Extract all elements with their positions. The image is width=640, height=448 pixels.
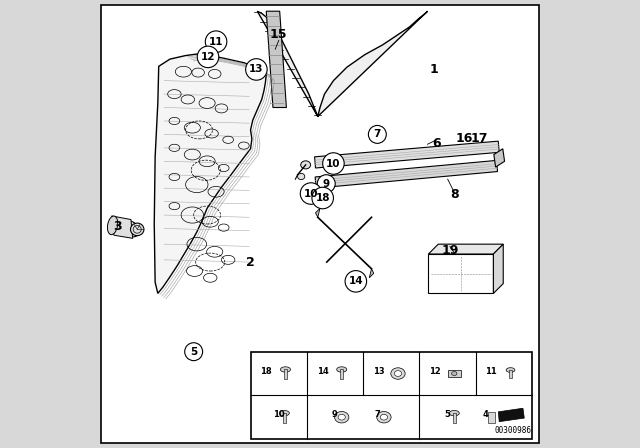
Bar [509, 370, 512, 378]
Text: 3: 3 [113, 220, 122, 233]
Text: 12: 12 [201, 52, 215, 62]
Bar [428, 254, 493, 293]
Polygon shape [316, 208, 320, 217]
Bar [283, 413, 286, 422]
Text: 00300986: 00300986 [494, 426, 531, 435]
Ellipse shape [338, 414, 346, 420]
Circle shape [345, 271, 367, 292]
Text: 13: 13 [249, 65, 264, 74]
Bar [488, 412, 495, 422]
Circle shape [246, 59, 267, 80]
Text: 18: 18 [316, 193, 330, 203]
Bar [284, 370, 287, 379]
Text: 4: 4 [483, 410, 489, 419]
Ellipse shape [380, 414, 387, 420]
Ellipse shape [391, 368, 405, 379]
Circle shape [197, 46, 219, 68]
Bar [340, 370, 344, 379]
Ellipse shape [506, 368, 515, 372]
Text: 18: 18 [260, 367, 272, 376]
Text: 10: 10 [273, 410, 285, 419]
Polygon shape [494, 149, 504, 167]
Circle shape [205, 31, 227, 52]
Text: 10: 10 [326, 159, 340, 168]
Polygon shape [493, 244, 503, 293]
Polygon shape [154, 54, 266, 293]
Polygon shape [315, 160, 497, 188]
Text: 6: 6 [432, 137, 441, 150]
Circle shape [317, 175, 335, 193]
Ellipse shape [131, 223, 144, 236]
Text: 9: 9 [323, 179, 330, 189]
Text: 19: 19 [441, 244, 459, 258]
Polygon shape [315, 141, 499, 168]
Bar [447, 370, 461, 377]
Text: 12: 12 [429, 367, 441, 376]
Circle shape [312, 187, 333, 209]
Text: 2: 2 [246, 255, 255, 269]
Circle shape [369, 125, 387, 143]
Bar [452, 413, 456, 422]
Text: 14: 14 [349, 276, 363, 286]
Text: 1: 1 [430, 63, 438, 76]
Polygon shape [257, 11, 428, 116]
Polygon shape [112, 216, 132, 238]
Circle shape [300, 183, 322, 204]
Ellipse shape [377, 411, 391, 423]
Circle shape [323, 153, 344, 174]
Text: 16: 16 [456, 132, 473, 146]
Polygon shape [266, 11, 287, 108]
Ellipse shape [449, 410, 460, 416]
Circle shape [185, 343, 203, 361]
Ellipse shape [394, 370, 401, 376]
Text: 7: 7 [374, 410, 380, 419]
Polygon shape [307, 187, 325, 198]
Text: 15: 15 [270, 28, 287, 42]
Ellipse shape [279, 410, 289, 416]
Ellipse shape [108, 216, 118, 235]
Ellipse shape [335, 411, 349, 423]
Polygon shape [369, 269, 374, 278]
Text: 14: 14 [317, 367, 328, 376]
Text: 9: 9 [332, 410, 338, 419]
Text: 5: 5 [190, 347, 197, 357]
Text: 13: 13 [373, 367, 385, 376]
Text: 11: 11 [486, 367, 497, 376]
Ellipse shape [452, 371, 457, 375]
Ellipse shape [298, 173, 305, 180]
Text: 5: 5 [445, 410, 451, 419]
Ellipse shape [280, 367, 291, 372]
Text: 10: 10 [304, 189, 318, 198]
Text: 7: 7 [374, 129, 381, 139]
Text: 8: 8 [450, 188, 459, 202]
Bar [251, 352, 532, 439]
Ellipse shape [301, 161, 310, 169]
Ellipse shape [337, 367, 347, 372]
Text: 11: 11 [209, 37, 223, 47]
Text: 17: 17 [470, 132, 488, 146]
Polygon shape [499, 408, 524, 422]
Polygon shape [428, 244, 503, 254]
Ellipse shape [116, 220, 140, 237]
